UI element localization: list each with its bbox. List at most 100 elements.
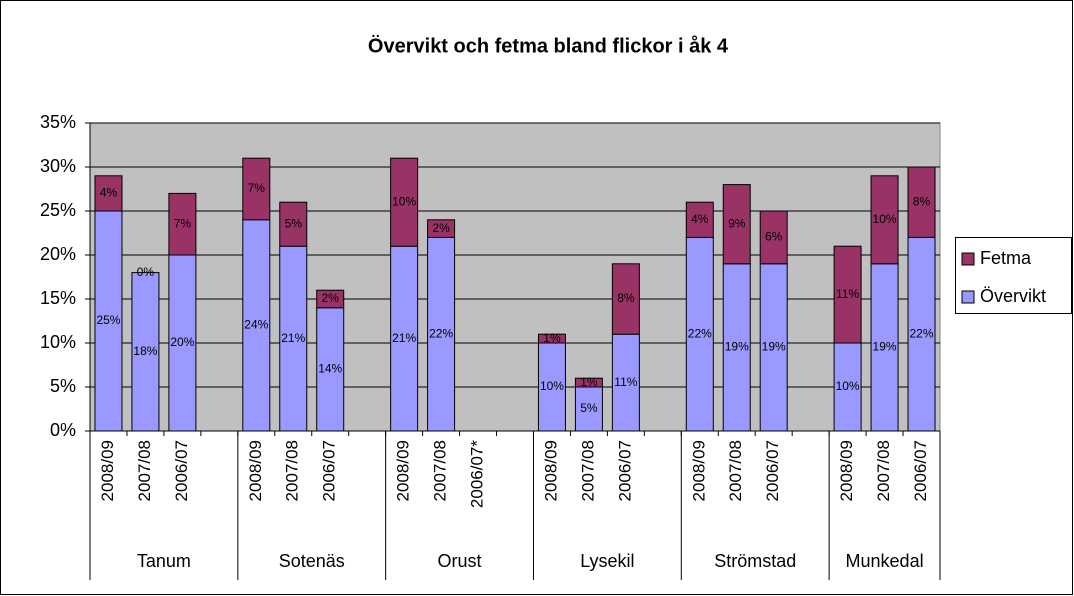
legend-swatch [961,290,975,304]
bar-segment [759,210,788,265]
legend-label: Fetma [980,248,1032,268]
bar-segment [316,307,345,432]
data-label: 8% [913,194,931,208]
y-tick-label: 5% [50,376,76,396]
x-tick-label: 2008/09 [246,440,265,501]
data-label: 19% [873,340,897,354]
legend-swatch [961,252,975,266]
y-tick-label: 25% [40,200,76,220]
bar-segment [907,236,936,432]
data-label: 10% [873,212,897,226]
data-label: 1% [543,331,561,345]
data-label: 10% [836,379,860,393]
legend-label: Övervikt [980,286,1046,306]
bar-segment [242,219,271,432]
bar-segment [574,377,603,388]
x-tick-label: 2006/07 [763,440,782,501]
data-label: 4% [100,186,118,200]
data-label: 19% [762,340,786,354]
data-label: 8% [617,291,635,305]
group-label: Sotenäs [279,551,345,571]
x-tick-label: 2006/07 [615,440,634,501]
bar-segment [870,175,899,265]
x-tick-label: 2008/09 [394,440,413,501]
bar-segment [685,236,714,432]
bar-segment [242,157,271,221]
y-tick-label: 10% [40,332,76,352]
chart-title: Övervikt och fetma bland flickor i åk 4 [368,34,729,57]
group-label: Munkedal [846,551,924,571]
bar-segment [427,219,456,238]
data-label: 11% [614,375,637,389]
bar-segment [390,245,419,432]
y-tick-label: 0% [50,420,76,440]
data-label: 25% [96,313,120,327]
y-tick-label: 20% [40,244,76,264]
y-tick-label: 30% [40,156,76,176]
data-label: 6% [765,230,783,244]
bar-segment [316,289,345,309]
data-label: 4% [691,212,709,226]
y-tick-label: 35% [40,112,76,132]
group-label: Lysekil [580,551,634,571]
x-tick-label: 2007/08 [578,440,597,501]
bar-segment [279,201,308,247]
data-label: 7% [174,216,192,230]
bar-segment [907,166,936,238]
data-label: 10% [392,194,416,208]
x-tick-label: 2007/08 [874,440,893,501]
plot-area [89,122,941,432]
bar-segment [685,201,714,238]
x-tick-label: 2007/08 [726,440,745,501]
bar-segment [94,175,123,212]
bar-segment [722,263,751,432]
bar-segment [722,184,751,265]
data-label: 24% [244,318,268,332]
data-label: 5% [285,216,303,230]
data-label: 10% [540,379,564,393]
x-tick-label: 2008/09 [837,440,856,501]
x-tick-label: 2007/08 [283,440,302,501]
bar-segment [833,245,862,344]
bar-segment [131,272,160,432]
bar-segment [390,157,419,247]
data-label: 22% [688,326,712,340]
data-label: 9% [728,216,746,230]
bar-segment [168,254,197,432]
group-label: Orust [438,551,482,571]
data-label: 7% [248,181,266,195]
group-label: Strömstad [714,551,796,571]
data-label: 14% [318,362,342,376]
bar-segment [168,192,197,256]
group-label: Tanum [137,551,191,571]
y-tick-label: 15% [40,288,76,308]
x-tick-label: 2007/08 [431,440,450,501]
data-label: 22% [429,326,453,340]
x-tick-label: 2008/09 [541,440,560,501]
data-label: 5% [580,401,598,415]
bar-segment [611,263,640,335]
data-label: 1% [580,375,598,389]
data-label: 2% [432,221,450,235]
data-label: 0% [137,265,155,279]
x-tick-label: 2006/07 [320,440,339,501]
data-label: 2% [322,291,340,305]
x-tick-label: 2008/09 [689,440,708,501]
data-label: 11% [836,287,859,301]
data-label: 18% [133,344,157,358]
bar-segment [537,333,566,344]
data-label: 21% [392,331,416,345]
x-tick-label: 2006/07 [172,440,191,501]
x-tick-label: 2006/07* [468,440,487,508]
x-tick-label: 2006/07 [911,440,930,501]
data-label: 22% [910,326,934,340]
data-label: 21% [281,331,305,345]
x-tick-label: 2008/09 [98,440,117,501]
bar-segment [611,333,640,432]
bar-segment [94,210,123,432]
bar-segment [759,263,788,432]
data-label: 19% [725,340,749,354]
bar-segment [427,236,456,432]
x-tick-label: 2007/08 [135,440,154,501]
